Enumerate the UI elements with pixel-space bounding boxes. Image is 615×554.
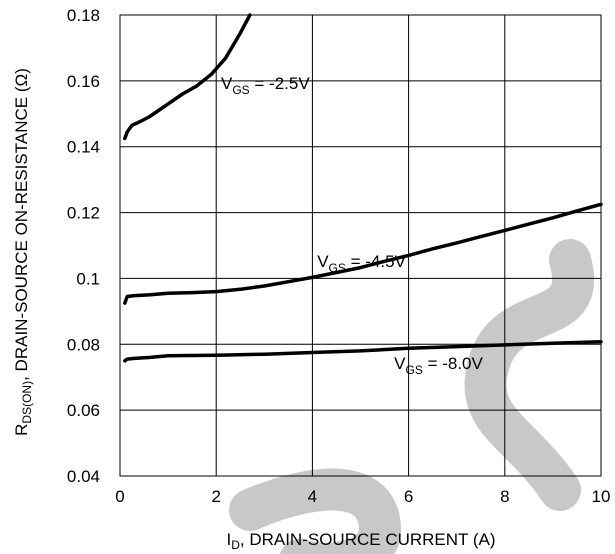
- y-tick-label: 0.18: [67, 6, 100, 25]
- series-line-1: [123, 13, 252, 141]
- y-tick-label: 0.1: [76, 269, 100, 288]
- plot-frame: [119, 14, 602, 477]
- x-tick-labels: 0 2 4 6 8 10: [115, 487, 610, 506]
- x-tick-label: 2: [211, 487, 220, 506]
- curve-label-3: VGS = -8.0V: [394, 354, 483, 377]
- y-axis-title: RDS(ON), DRAIN-SOURCE ON-RESISTANCE (Ω): [12, 68, 34, 436]
- curve-labels: VGS = -2.5V VGS = -4.5V VGS = -8.0V: [221, 74, 484, 377]
- series-line-3: [123, 339, 603, 363]
- y-tick-label: 0.04: [67, 467, 100, 486]
- watermark-stroke-s: [464, 239, 595, 511]
- x-tick-label: 6: [404, 487, 413, 506]
- series-group: [123, 13, 603, 363]
- y-tick-label: 0.08: [67, 335, 100, 354]
- x-tick-label: 0: [115, 487, 124, 506]
- curve-label-2: VGS = -4.5V: [317, 252, 406, 275]
- x-tick-label: 8: [500, 487, 509, 506]
- y-tick-label: 0.14: [67, 138, 100, 157]
- watermark: [229, 239, 595, 554]
- x-tick-label: 4: [308, 487, 317, 506]
- watermark-stroke-loop: [229, 468, 402, 554]
- x-tick-label: 10: [592, 487, 611, 506]
- y-tick-label: 0.16: [67, 72, 100, 91]
- curve-label-1: VGS = -2.5V: [221, 74, 310, 97]
- grid: [119, 14, 602, 477]
- x-axis-title: ID, DRAIN-SOURCE CURRENT (A): [226, 530, 495, 552]
- y-tick-labels: 0.04 0.06 0.08 0.1 0.12 0.14 0.16 0.18: [67, 6, 100, 486]
- y-tick-label: 0.06: [67, 401, 100, 420]
- series-line-2: [123, 202, 603, 305]
- y-tick-label: 0.12: [67, 204, 100, 223]
- plot-border: [119, 14, 602, 477]
